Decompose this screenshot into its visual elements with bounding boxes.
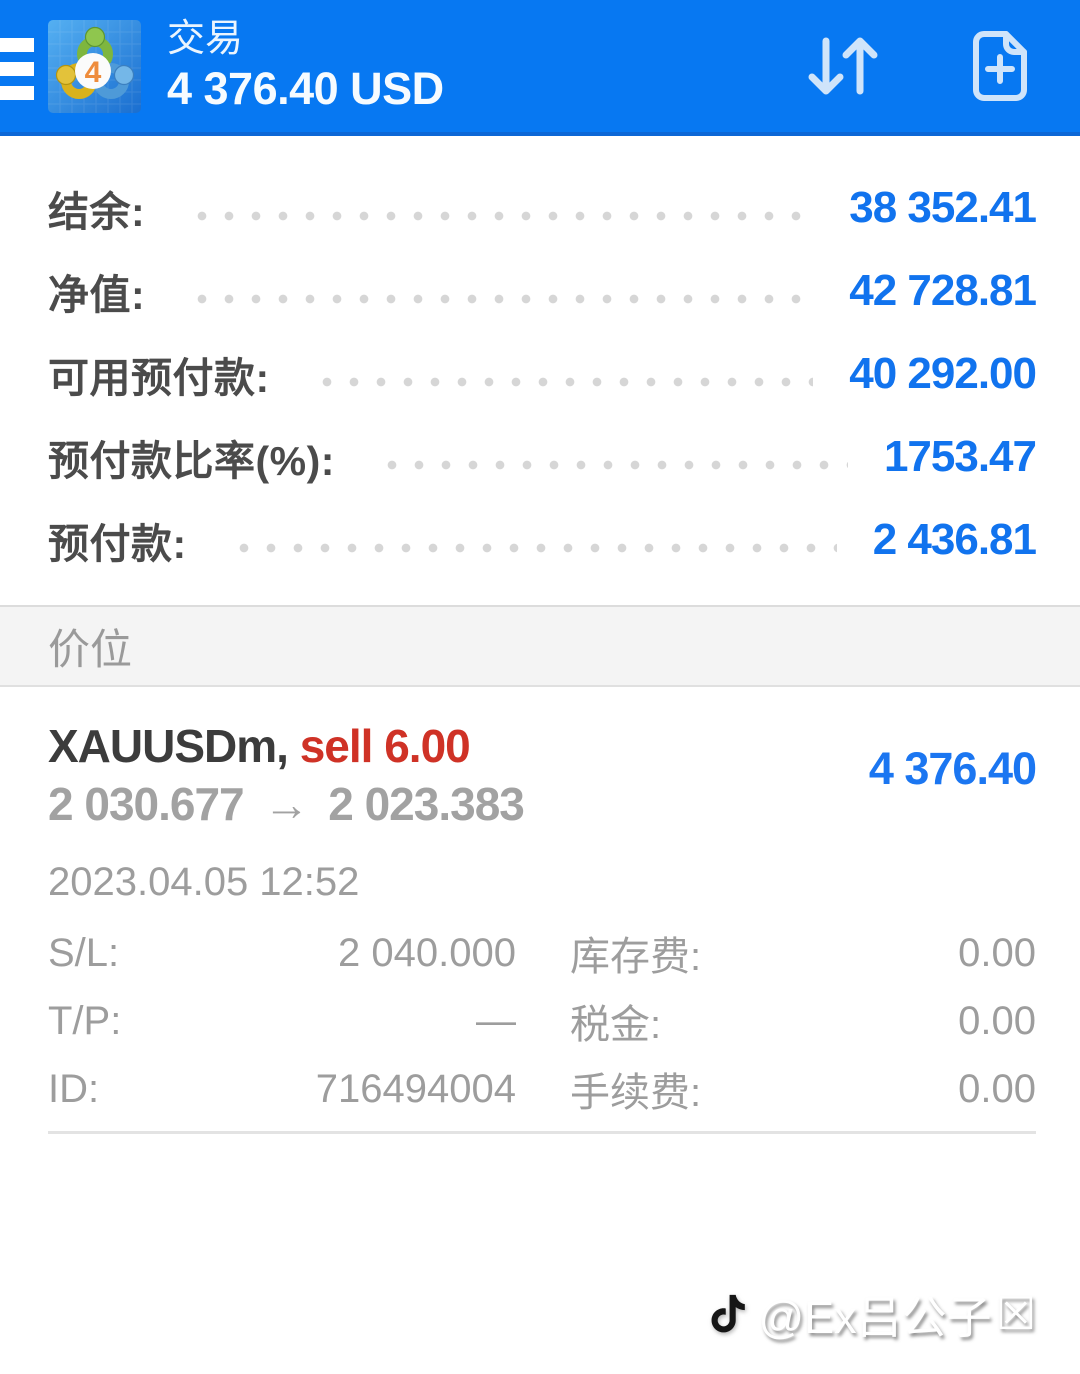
details-left-column: S/L: 2 040.000 T/P: — ID: 716494004 xyxy=(48,919,516,1123)
commission-value: 0.00 xyxy=(958,1066,1036,1111)
swap-label: 库存费: xyxy=(570,935,702,979)
margin-value: 2 436.81 xyxy=(872,514,1037,564)
equity-label: 净值: xyxy=(48,271,146,318)
mt4-logo-icon[interactable]: 4 xyxy=(48,19,141,113)
open-price: 2 030.677 xyxy=(48,778,245,830)
hamburger-bar xyxy=(0,62,34,76)
position-row-xauusdm[interactable]: XAUUSDm, sell 6.00 2 030.677 → 2 023.383… xyxy=(0,687,1080,1134)
dotted-leader xyxy=(321,376,814,387)
account-summary: 结余: 38 352.41 净值: 42 728.81 可用预付款: 40 29… xyxy=(0,136,1080,605)
summary-row-margin-level: 预付款比率(%): 1753.47 xyxy=(48,415,1037,498)
free-margin-value: 40 292.00 xyxy=(849,348,1037,398)
detail-row-sl: S/L: 2 040.000 xyxy=(48,919,516,987)
sl-label: S/L: xyxy=(48,930,120,975)
id-value: 716494004 xyxy=(315,1066,516,1111)
equity-value: 42 728.81 xyxy=(849,265,1037,315)
hamburger-menu-icon[interactable] xyxy=(0,38,34,100)
document-plus-icon xyxy=(973,31,1027,101)
current-price: 2 023.383 xyxy=(328,778,525,830)
summary-row-balance: 结余: 38 352.41 xyxy=(48,166,1037,249)
dotted-leader xyxy=(238,542,837,553)
margin-level-label: 预付款比率(%): xyxy=(48,437,335,484)
detail-row-id: ID: 716494004 xyxy=(48,1055,516,1123)
watermark-text: @Ex吕公子 xyxy=(758,1292,992,1343)
detail-row-tax: 税金: 0.00 xyxy=(570,987,1036,1055)
positions-section-label: 价位 xyxy=(48,625,133,673)
balance-label: 结余: xyxy=(48,188,146,235)
position-symbol: XAUUSDm, xyxy=(48,720,289,772)
position-divider xyxy=(48,1131,1036,1134)
dotted-leader xyxy=(197,210,814,221)
page-title: 交易 xyxy=(167,18,244,60)
price-arrow: → xyxy=(263,778,309,830)
detail-row-commission: 手续费: 0.00 xyxy=(570,1055,1036,1123)
position-details: S/L: 2 040.000 T/P: — ID: 716494004 库存费:… xyxy=(48,919,1036,1123)
account-profit-usd: 4 376.40 USD xyxy=(167,63,444,114)
margin-label: 预付款: xyxy=(48,520,187,567)
balance-value: 38 352.41 xyxy=(849,182,1037,232)
sl-value: 2 040.000 xyxy=(338,930,516,975)
watermark-badge-icon: ☒ xyxy=(995,1288,1036,1339)
down-up-arrows-icon xyxy=(808,37,878,95)
dotted-leader xyxy=(197,293,814,304)
tp-label: T/P: xyxy=(48,998,122,1043)
detail-row-swap: 库存费: 0.00 xyxy=(570,919,1036,987)
sort-transfer-button[interactable] xyxy=(808,33,878,99)
header-actions xyxy=(808,0,1080,132)
summary-row-margin: 预付款: 2 436.81 xyxy=(48,498,1037,581)
positions-section-header: 价位 xyxy=(0,605,1080,687)
margin-level-value: 1753.47 xyxy=(883,431,1037,481)
position-side-volume: sell 6.00 xyxy=(299,720,471,772)
commission-label: 手续费: xyxy=(570,1071,702,1115)
summary-row-equity: 净值: 42 728.81 xyxy=(48,249,1037,332)
header-text-block: 交易 4 376.40 USD xyxy=(167,16,444,116)
hamburger-bar xyxy=(0,86,34,100)
position-price-line: 2 030.677 → 2 023.383 xyxy=(48,775,1036,833)
watermark: @Ex吕公子 ☒ xyxy=(706,1281,1036,1346)
id-label: ID: xyxy=(48,1066,100,1111)
detail-row-tp: T/P: — xyxy=(48,987,516,1055)
new-order-button[interactable] xyxy=(973,31,1027,101)
swap-value: 0.00 xyxy=(958,930,1036,975)
summary-row-free-margin: 可用预付款: 40 292.00 xyxy=(48,332,1037,415)
position-profit: 4 376.40 xyxy=(868,743,1037,794)
svg-text:4: 4 xyxy=(85,56,102,89)
details-right-column: 库存费: 0.00 税金: 0.00 手续费: 0.00 xyxy=(570,919,1036,1123)
position-datetime: 2023.04.05 12:52 xyxy=(48,860,360,904)
tax-label: 税金: xyxy=(570,1003,662,1047)
tp-value: — xyxy=(476,998,516,1043)
music-note-icon xyxy=(712,1294,746,1332)
free-margin-label: 可用预付款: xyxy=(48,354,270,401)
hamburger-bar xyxy=(0,38,34,52)
tax-value: 0.00 xyxy=(958,998,1036,1043)
dotted-leader xyxy=(386,459,848,470)
app-header: 4 交易 4 376.40 USD xyxy=(0,0,1080,136)
position-symbol-line: XAUUSDm, sell 6.00 xyxy=(48,717,1036,775)
